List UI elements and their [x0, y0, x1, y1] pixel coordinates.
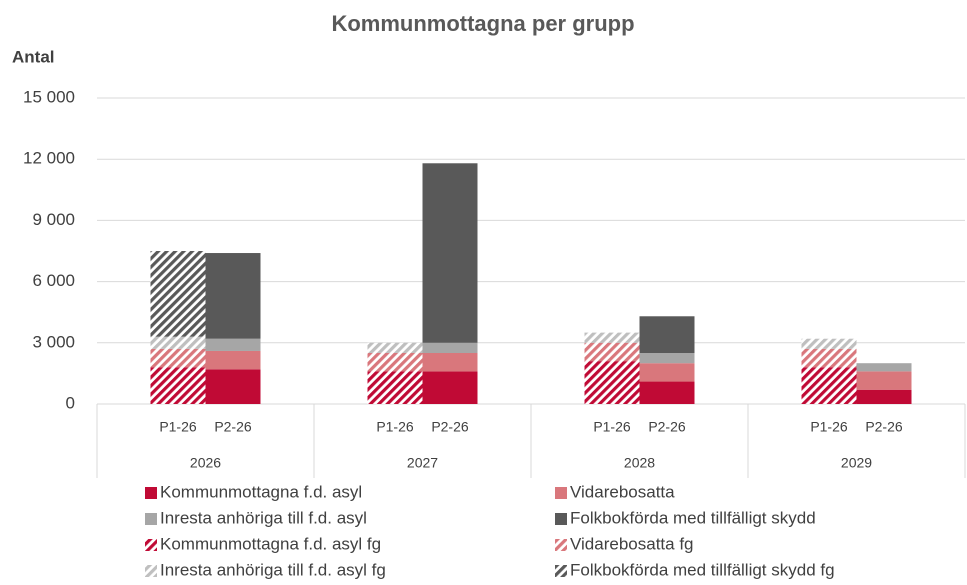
- y-tick-label: 3 000: [32, 332, 75, 351]
- bar-segment: [150, 251, 206, 337]
- legend-marker: [555, 539, 567, 551]
- bar-segment: [584, 332, 640, 343]
- legend-marker: [555, 565, 567, 577]
- bar-segment: [367, 342, 423, 353]
- group-label: 2029: [841, 455, 872, 471]
- bar-segment: [205, 369, 261, 404]
- bar-segment: [150, 367, 206, 404]
- x-tick-label: P2-26: [865, 419, 903, 435]
- bar-segment: [150, 336, 206, 349]
- legend-marker: [145, 513, 157, 525]
- legend-label: Vidarebosatta fg: [570, 534, 694, 553]
- bar-segment: [639, 316, 695, 353]
- legend-label: Kommunmottagna f.d. asyl: [160, 482, 362, 501]
- bar-segment: [367, 353, 423, 372]
- legend-marker: [145, 539, 157, 551]
- bar-segment: [856, 371, 912, 390]
- x-tick-label: P2-26: [431, 419, 469, 435]
- bar-segment: [639, 353, 695, 364]
- legend-label: Folkbokförda med tillfälligt skydd: [570, 508, 816, 527]
- y-tick-label: 12 000: [23, 149, 75, 168]
- x-tick-label: P1-26: [593, 419, 631, 435]
- legend-label: Inresta anhöriga till f.d. asyl fg: [160, 560, 386, 579]
- legend-label: Folkbokförda med tillfälligt skydd fg: [570, 560, 835, 579]
- legend-label: Inresta anhöriga till f.d. asyl: [160, 508, 367, 527]
- legend-marker: [555, 487, 567, 499]
- legend-label: Kommunmottagna f.d. asyl fg: [160, 534, 381, 553]
- group-label: 2027: [407, 455, 438, 471]
- bar-segment: [639, 381, 695, 404]
- x-tick-label: P1-26: [376, 419, 414, 435]
- bar-segment: [422, 163, 478, 343]
- y-tick-label: 0: [66, 393, 75, 412]
- bar-segment: [422, 342, 478, 353]
- x-tick-label: P2-26: [214, 419, 252, 435]
- bar-segment: [367, 371, 423, 404]
- bar-segment: [205, 338, 261, 351]
- bar-segment: [856, 389, 912, 404]
- legend-marker: [145, 565, 157, 577]
- bar-segment: [801, 338, 857, 349]
- bar-segment: [150, 348, 206, 368]
- group-label: 2028: [624, 455, 655, 471]
- bar-segment: [205, 350, 261, 370]
- y-tick-label: 9 000: [32, 210, 75, 229]
- legend-label: Vidarebosatta: [570, 482, 675, 501]
- legend-marker: [145, 487, 157, 499]
- bar-segment: [205, 253, 261, 339]
- bar-segment: [801, 367, 857, 404]
- y-axis-label: Antal: [12, 47, 55, 66]
- bar-segment: [856, 363, 912, 372]
- bar-segment: [584, 361, 640, 404]
- group-label: 2026: [190, 455, 221, 471]
- bar-segment: [801, 348, 857, 368]
- chart-title: Kommunmottagna per grupp: [331, 11, 634, 36]
- x-tick-label: P1-26: [810, 419, 848, 435]
- x-tick-label: P2-26: [648, 419, 686, 435]
- legend-marker: [555, 513, 567, 525]
- y-tick-label: 15 000: [23, 87, 75, 106]
- bar-segment: [422, 371, 478, 404]
- x-tick-label: P1-26: [159, 419, 197, 435]
- bar-segment: [422, 353, 478, 372]
- bar-segment: [639, 363, 695, 382]
- bar-segment: [584, 342, 640, 362]
- y-tick-label: 6 000: [32, 271, 75, 290]
